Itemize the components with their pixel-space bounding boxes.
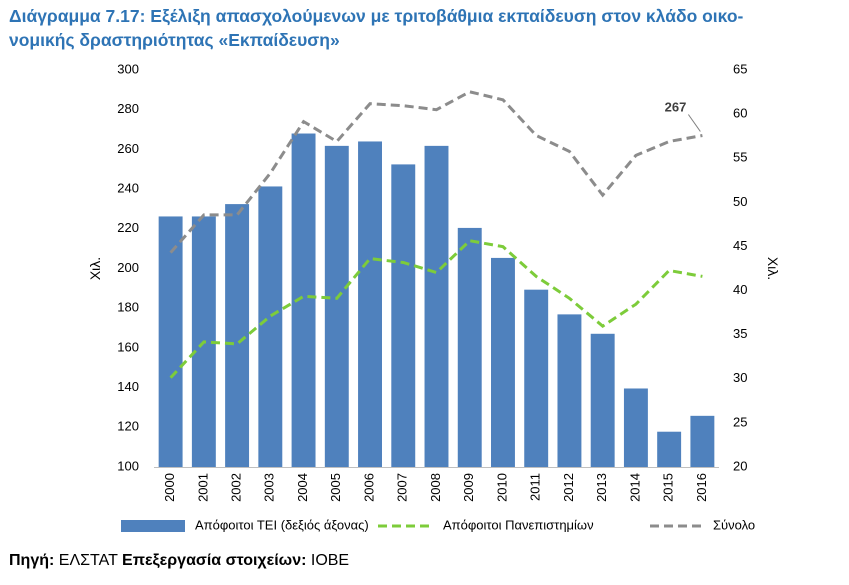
annotation-leader xyxy=(687,114,701,132)
bar-2006 xyxy=(358,141,382,467)
x-tick-label: 2011 xyxy=(528,473,543,501)
x-tick-label: 2000 xyxy=(162,473,177,502)
x-tick-label: 2015 xyxy=(661,473,676,502)
y-right-tick-label: 60 xyxy=(733,106,747,121)
bar-2009 xyxy=(457,227,482,467)
y-left-tick-label: 120 xyxy=(117,419,139,434)
chart-title-line2: νομικής δραστηριότητας «Εκπαίδευση» xyxy=(9,30,340,50)
bars-layer xyxy=(158,133,715,468)
y-left-tick-label: 160 xyxy=(117,339,139,354)
y-left-tick-label: 220 xyxy=(117,220,139,235)
y-left-tick-label: 140 xyxy=(117,379,139,394)
y-left-tick-label: 260 xyxy=(117,141,139,156)
y-right-tick-label: 50 xyxy=(733,194,747,209)
x-tick-label: 2012 xyxy=(561,473,576,502)
y-right-tick-label: 30 xyxy=(733,370,747,385)
line-universities xyxy=(169,239,703,379)
bar-2005 xyxy=(324,145,349,468)
bar-2000 xyxy=(158,216,183,467)
chart-title-line1: Διάγραμμα 7.17: Εξέλιξη απασχολούμενων μ… xyxy=(9,6,744,26)
x-tick-label: 2002 xyxy=(229,473,244,502)
legend-item-tei-label: Απόφοιτοι ΤΕΙ (δεξιός άξονας) xyxy=(195,517,369,532)
y-left-tick-label: 280 xyxy=(117,101,139,116)
x-tick-label: 2010 xyxy=(494,473,509,502)
x-tick-label: 2014 xyxy=(627,473,642,502)
legend-item-total: Σύνολο xyxy=(650,517,755,532)
y-right-tick-label: 20 xyxy=(733,458,747,473)
x-tick-label: 2005 xyxy=(328,473,343,502)
legend-item-universities-label: Απόφοιτοι Πανεπιστημίων xyxy=(443,517,594,532)
y-left-axis-title: Χιλ. xyxy=(87,257,103,280)
y-left-tick-label: 200 xyxy=(117,260,139,275)
y-left-tick-label: 300 xyxy=(117,61,139,76)
x-tick-label: 2016 xyxy=(694,473,709,502)
annotation-267: 267 xyxy=(665,100,687,115)
line-total xyxy=(169,90,703,254)
bar-2003 xyxy=(258,186,283,467)
axes-layer: 2000 2001 2002 2003 2004 2005 2006 2007 2008 2009… xyxy=(87,61,781,501)
y-right-tick-label: 25 xyxy=(733,414,747,429)
bar-2016 xyxy=(690,415,715,467)
y-left-tick-label: 100 xyxy=(117,458,139,473)
y-right-tick-label: 45 xyxy=(733,238,747,253)
processing-text: ΙΟΒΕ xyxy=(306,552,350,569)
bar-2002 xyxy=(225,204,250,467)
x-tick-label: 2009 xyxy=(461,473,476,502)
legend-item-total-label: Σύνολο xyxy=(713,517,755,532)
y-left-tick-label: 240 xyxy=(117,181,139,196)
y-left-tick-label: 180 xyxy=(117,300,139,315)
bar-2014 xyxy=(623,388,648,467)
x-tick-label: 2001 xyxy=(195,473,210,502)
legend: Απόφοιτοι ΤΕΙ (δεξιός άξονας) Απόφοιτοι Π… xyxy=(121,517,755,532)
lines-layer: 267 xyxy=(169,90,703,379)
chart-title: Διάγραμμα 7.17: Εξέλιξη απασχολούμενων μ… xyxy=(9,4,844,52)
x-tick-label: 2006 xyxy=(361,473,376,502)
x-tick-label: 2003 xyxy=(262,473,277,502)
source-note: Πηγή: ΕΛΣΤΑΤ Επεξεργασία στοιχείων: ΙΟΒΕ xyxy=(9,552,349,570)
y-right-tick-label: 65 xyxy=(733,61,747,76)
bar-2004 xyxy=(291,133,316,467)
y-right-axis-title: Χιλ. xyxy=(765,257,781,280)
combo-chart: 267 2000 2001 2002 2003 2004 2005 2006 2007 2008… xyxy=(87,61,781,532)
x-tick-label: 2004 xyxy=(295,473,310,502)
bar-2012 xyxy=(557,314,582,467)
source-text: ΕΛΣΤΑΤ xyxy=(54,552,123,569)
legend-item-universities: Απόφοιτοι Πανεπιστημίων xyxy=(378,517,594,532)
x-tick-label: 2008 xyxy=(428,473,443,502)
x-tick-label: 2013 xyxy=(594,473,609,502)
y-right-tick-label: 55 xyxy=(733,150,747,165)
processing-label: Επεξεργασία στοιχείων: xyxy=(122,552,307,569)
bar-2008 xyxy=(424,145,449,468)
legend-item-tei: Απόφοιτοι ΤΕΙ (δεξιός άξονας) xyxy=(121,517,369,532)
legend-item-tei-swatch xyxy=(121,520,185,532)
source-label: Πηγή: xyxy=(9,552,55,569)
bar-2013 xyxy=(590,333,615,467)
bar-2011 xyxy=(524,289,549,467)
y-right-tick-label: 35 xyxy=(733,326,747,341)
bar-2010 xyxy=(491,257,515,467)
bar-2015 xyxy=(657,431,682,467)
x-tick-label: 2007 xyxy=(395,473,410,502)
y-right-tick-label: 40 xyxy=(733,282,747,297)
bar-2007 xyxy=(391,164,416,468)
